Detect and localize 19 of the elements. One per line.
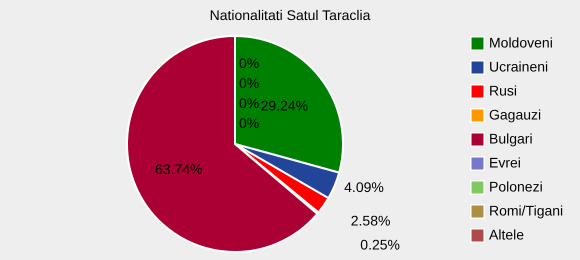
legend-label: Rusi bbox=[489, 82, 518, 98]
legend-label: Polonezi bbox=[489, 178, 543, 194]
text: 0% bbox=[239, 95, 260, 111]
text: 0% bbox=[239, 75, 260, 91]
data-label: 2.58% bbox=[350, 212, 390, 229]
legend-label: Ucraineni bbox=[489, 58, 548, 74]
text: 0% bbox=[239, 55, 260, 71]
data-label: 29.24% bbox=[260, 97, 308, 114]
data-label: 0.25% bbox=[360, 236, 400, 252]
text: 0% bbox=[239, 115, 260, 131]
data-label: 63.74% bbox=[154, 161, 202, 178]
data-label: 4.09% bbox=[344, 179, 384, 196]
legend-label: Gagauzi bbox=[489, 106, 542, 122]
legend-label: Bulgari bbox=[489, 130, 533, 146]
legend-label: Romi/Tigani bbox=[489, 202, 564, 218]
legend-label: Altele bbox=[489, 226, 524, 242]
chart-title: Nationalitati Satul Taraclia bbox=[210, 7, 371, 23]
legend-label: Moldoveni bbox=[489, 34, 553, 50]
legend-label: Evrei bbox=[489, 154, 521, 170]
